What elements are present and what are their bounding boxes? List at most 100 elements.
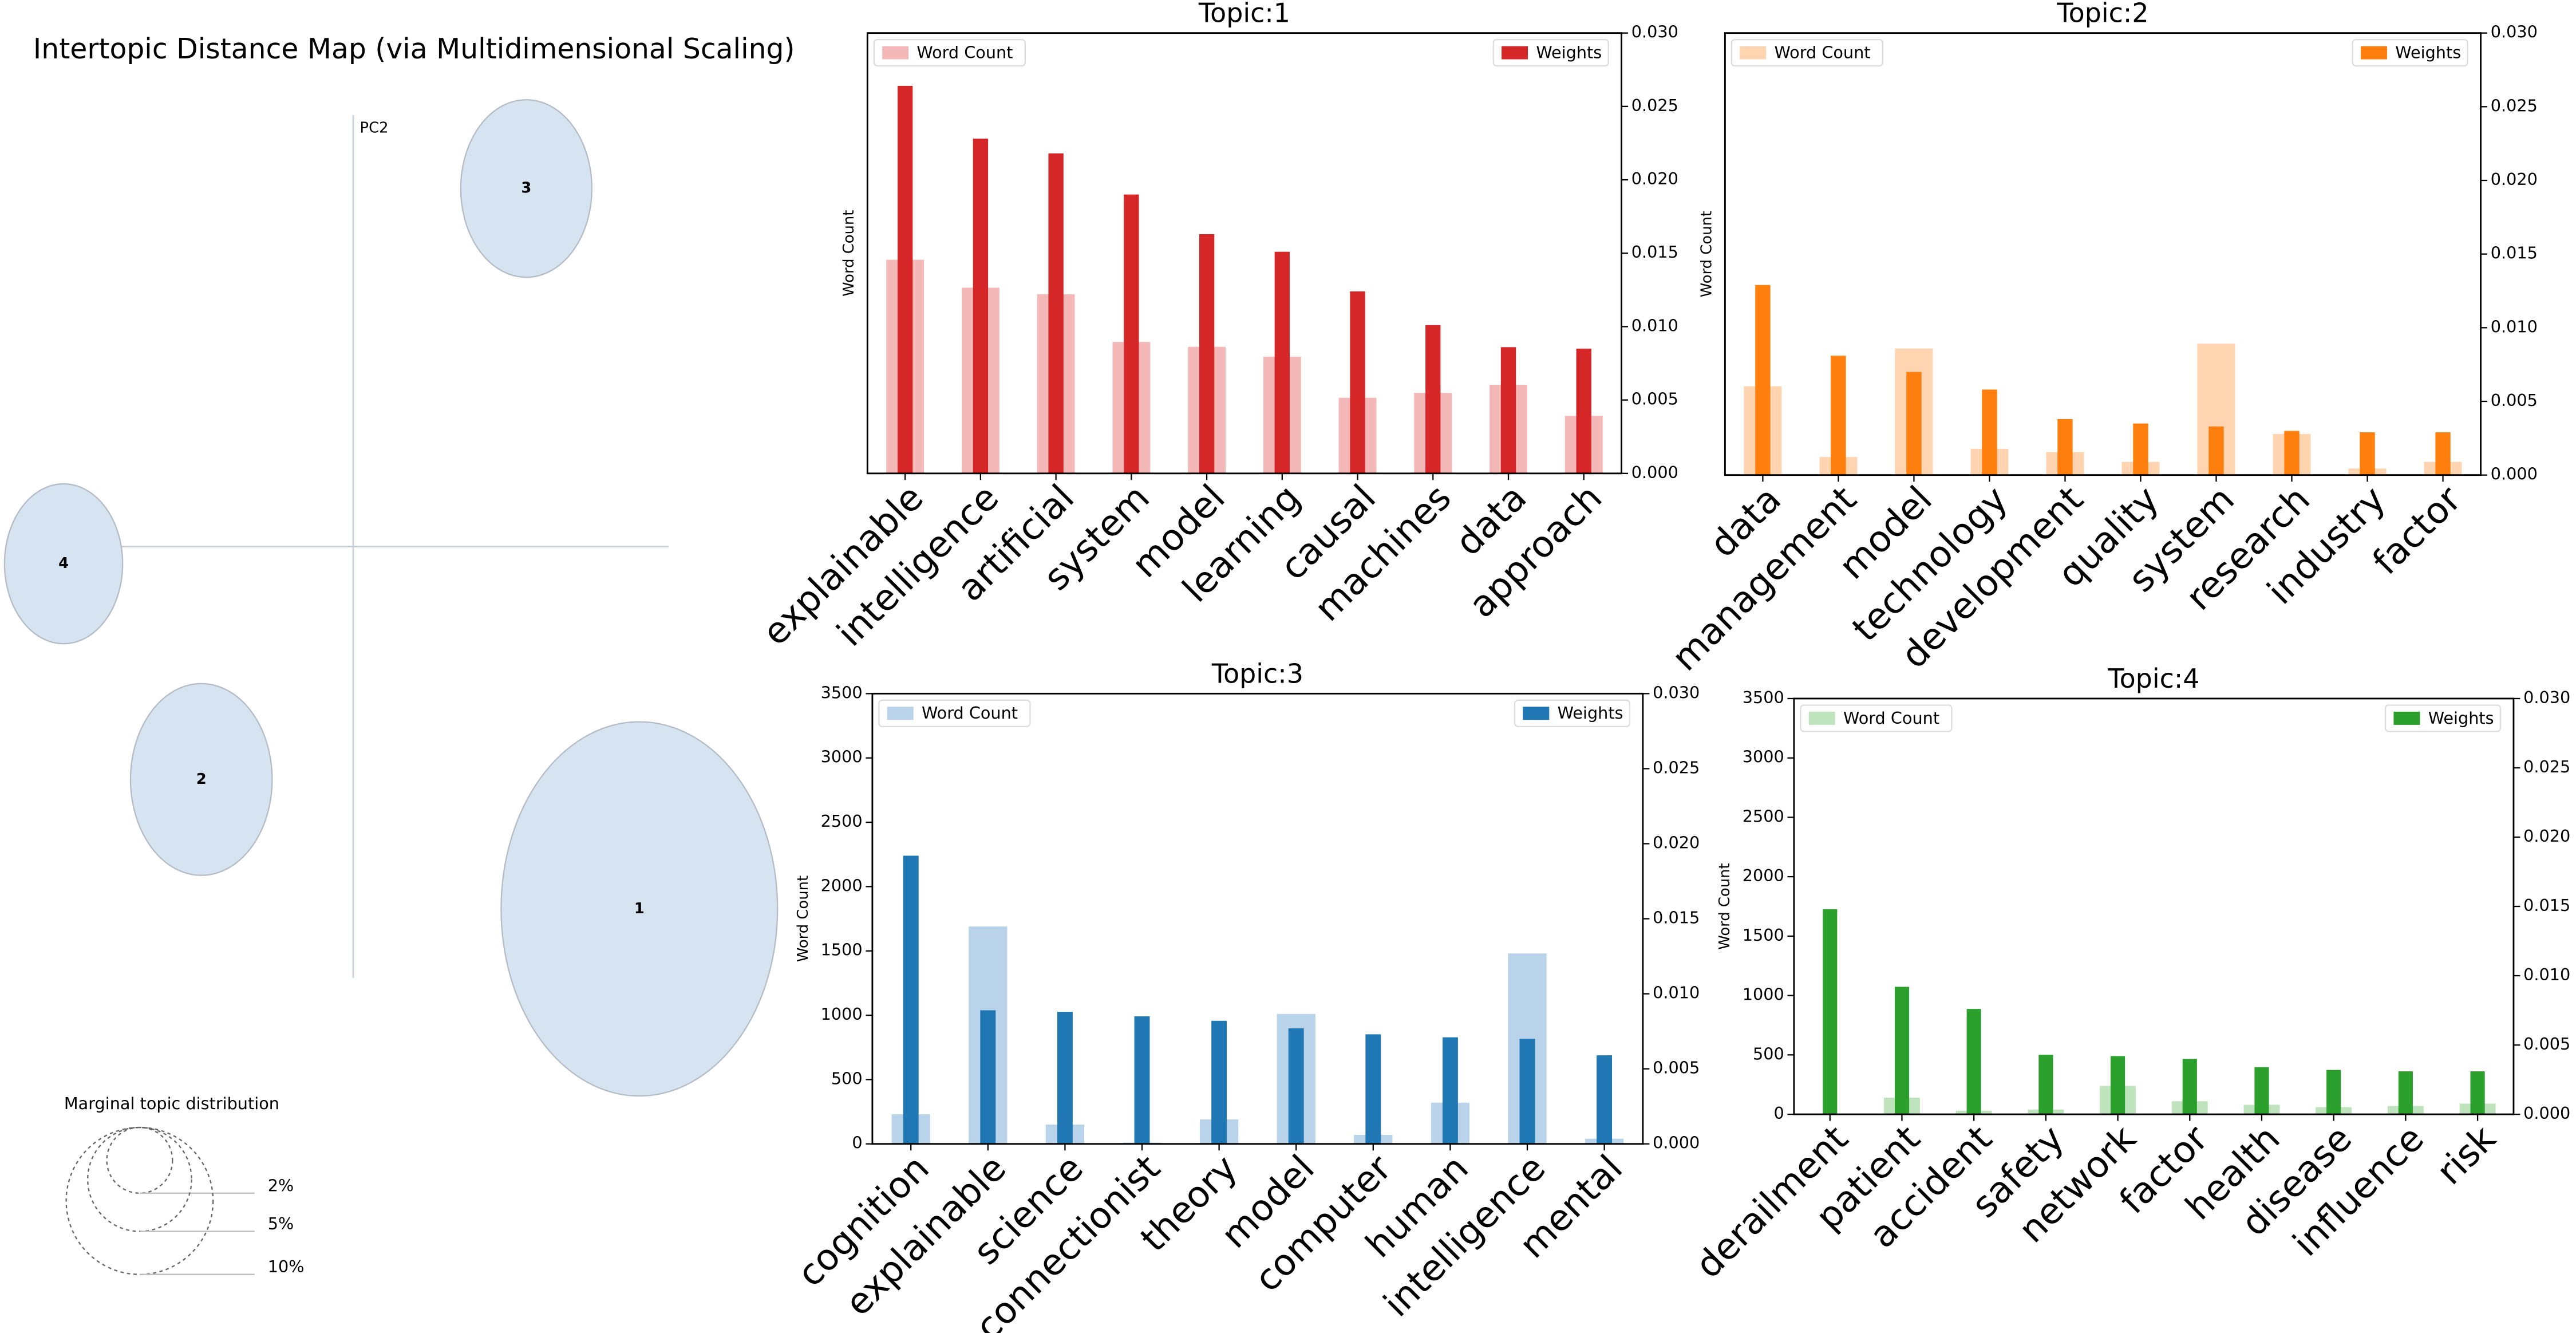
y2-tick-label: 0.015	[2491, 243, 2538, 263]
y2-tick-label: 0.025	[2523, 757, 2570, 776]
bar	[2254, 1067, 2269, 1115]
y2-tick-label: 0.005	[2491, 391, 2538, 410]
bar	[2111, 1056, 2125, 1115]
legend-label: Weights	[1536, 43, 1602, 62]
legend-label: Weights	[2428, 708, 2494, 728]
y-tick-label: 500	[831, 1068, 863, 1088]
bar	[2326, 1070, 2341, 1115]
y2-tick-label: 0.000	[1653, 1133, 1700, 1153]
legend-box	[1800, 704, 1953, 732]
legend-label: Word Count	[1843, 708, 1939, 728]
bar	[2133, 423, 2148, 475]
legend-swatch	[2393, 711, 2420, 725]
y2-tick-label: 0.030	[1653, 683, 1700, 702]
bubble-label: 3	[521, 180, 531, 197]
legend-label: Word Count	[916, 43, 1013, 62]
y-tick-label: 2000	[821, 875, 863, 895]
legend-swatch	[1523, 707, 1550, 720]
y2-tick-label: 0.025	[2491, 96, 2538, 115]
bar	[1288, 1028, 1304, 1144]
bar	[1906, 372, 1922, 475]
bubble-label: 4	[58, 555, 69, 572]
legend-label: Word Count	[1774, 43, 1870, 62]
y-axis-label: Word Count	[1716, 863, 1733, 949]
y2-tick-label: 0.005	[1653, 1058, 1700, 1078]
y2-tick-label: 0.015	[1653, 908, 1700, 928]
legend-swatch	[2361, 46, 2387, 60]
bar	[1274, 251, 1290, 474]
bar	[1442, 1037, 1458, 1144]
bar	[1982, 389, 1997, 475]
legend-swatch	[1502, 46, 1528, 60]
bar	[1966, 1009, 1981, 1115]
bar	[1048, 153, 1064, 474]
bar	[2057, 419, 2073, 475]
y2-tick-label: 0.020	[1631, 169, 1678, 188]
chart-title: Topic:4	[2107, 663, 2199, 694]
y2-tick-label: 0.015	[2523, 896, 2570, 915]
y-tick-label: 3000	[821, 747, 863, 767]
y2-tick-label: 0.000	[2523, 1103, 2570, 1123]
bar	[1124, 194, 1139, 474]
legend-swatch	[887, 707, 914, 720]
bar	[1199, 234, 1215, 474]
bar	[2208, 426, 2224, 475]
size-legend-circle	[65, 1126, 214, 1275]
y-tick-label: 2000	[1743, 866, 1784, 885]
plot-frame	[1793, 697, 2515, 1115]
y-tick-label: 1000	[821, 1004, 863, 1024]
bar	[1350, 291, 1365, 474]
y2-tick-label: 0.030	[1631, 22, 1678, 42]
y2-tick-label: 0.010	[2491, 317, 2538, 336]
bar	[2435, 432, 2451, 475]
chart-title: Topic:2	[2056, 0, 2148, 29]
y-tick-label: 500	[1753, 1044, 1784, 1063]
size-legend-circle	[106, 1126, 173, 1194]
y-tick-label: 0	[1773, 1103, 1784, 1123]
legend-swatch	[1808, 711, 1835, 725]
legend-box	[873, 38, 1026, 67]
y-tick-label: 3500	[821, 683, 863, 702]
topic-bubble	[460, 99, 593, 278]
y2-tick-label: 0.005	[1631, 389, 1678, 409]
bar	[1894, 987, 1910, 1115]
topic-bubble	[500, 721, 779, 1097]
y2-tick-label: 0.000	[2491, 464, 2538, 484]
y-tick-label: 2500	[821, 811, 863, 831]
y2-tick-label: 0.020	[2491, 169, 2538, 189]
bar	[1597, 1055, 1613, 1144]
bar	[1755, 285, 1771, 475]
bar	[1425, 325, 1441, 474]
bar	[1365, 1034, 1381, 1144]
bar	[2470, 1071, 2485, 1115]
bar	[1057, 1012, 1073, 1144]
bar	[980, 1010, 996, 1144]
bar	[2398, 1071, 2413, 1115]
plot-frame	[1724, 32, 2482, 476]
legend-swatch	[882, 46, 909, 60]
bar	[1211, 1020, 1227, 1144]
legend-box	[1730, 38, 1884, 67]
topic-bubble	[3, 483, 124, 645]
y2-tick-label: 0.000	[1631, 463, 1678, 482]
size-legend-label: 5%	[268, 1214, 294, 1233]
size-legend-circle	[87, 1126, 192, 1232]
bar	[973, 139, 989, 474]
y-tick-label: 1500	[1743, 925, 1784, 945]
bar	[897, 85, 913, 474]
y-axis-label: Word Count	[1698, 211, 1715, 297]
bar	[1831, 356, 1846, 475]
bar	[903, 855, 919, 1144]
y2-tick-label: 0.020	[2523, 826, 2570, 846]
legend-label: Weights	[1558, 703, 1623, 723]
legend-label: Weights	[2395, 43, 2461, 62]
chart-title: Topic:1	[1198, 0, 1290, 29]
y2-tick-label: 0.010	[1653, 983, 1700, 1003]
y-tick-label: 0	[852, 1133, 862, 1153]
bubble-label: 2	[196, 771, 207, 788]
bar	[2284, 431, 2300, 475]
x-tick-label: factor	[2364, 478, 2469, 582]
y2-tick-label: 0.025	[1631, 96, 1678, 115]
bubble-label: 1	[634, 900, 645, 917]
